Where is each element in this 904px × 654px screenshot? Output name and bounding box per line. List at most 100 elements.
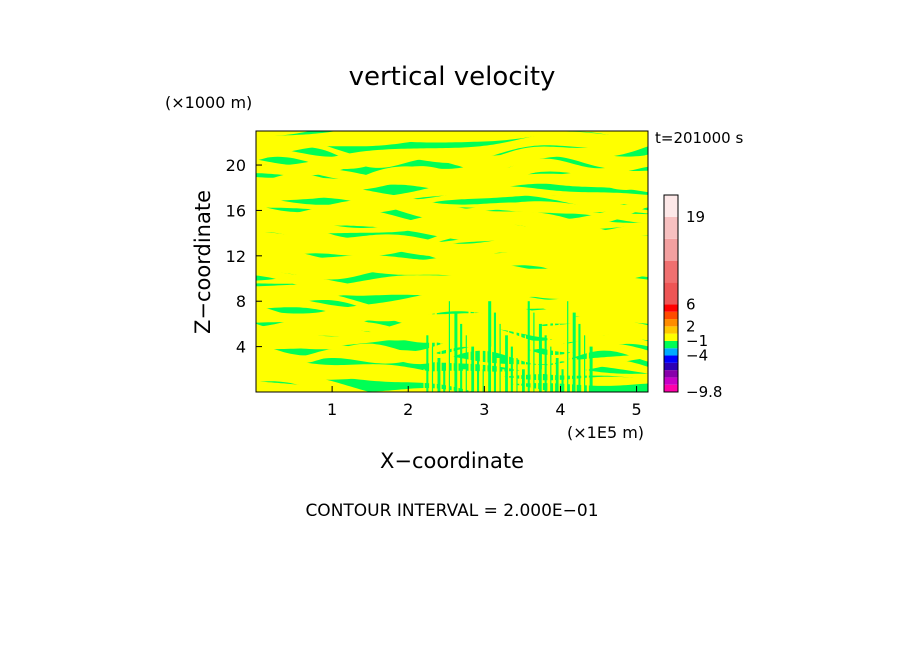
colorbar-band <box>664 216 678 239</box>
field-band <box>256 264 648 339</box>
colorbar-band <box>664 377 678 385</box>
field-streak <box>448 301 450 392</box>
field-streak <box>454 312 458 392</box>
field-streak <box>541 369 543 392</box>
field-streak <box>443 369 446 392</box>
field-streak <box>465 335 467 392</box>
field-streak <box>561 369 564 392</box>
field-streak <box>522 369 525 392</box>
field-streak <box>462 369 466 392</box>
colorbar-band <box>664 238 678 261</box>
field-streak <box>505 335 509 392</box>
field-band <box>256 258 648 309</box>
field-band <box>256 216 648 229</box>
field-band <box>256 131 648 176</box>
field-streak <box>502 369 505 392</box>
field-streak <box>460 323 463 392</box>
field-streak <box>530 346 534 392</box>
colorbar-band <box>664 311 678 320</box>
x-tick-label: 1 <box>327 400 337 419</box>
colorbar-band <box>664 362 678 371</box>
y-unit-label: (×1000 m) <box>165 93 252 112</box>
field-streak <box>564 335 568 392</box>
field-band <box>256 131 499 161</box>
field-band <box>256 289 648 350</box>
field-streak <box>547 301 551 392</box>
field-streak <box>457 358 459 392</box>
field-streak <box>581 369 585 392</box>
colorbar-band <box>664 333 678 341</box>
x-axis-ticks: 1 2 3 4 5 <box>327 386 642 419</box>
field-band <box>256 231 648 260</box>
field-band <box>256 317 648 353</box>
y-axis-label: Z−coordinate <box>191 190 215 334</box>
field-streak <box>477 358 480 392</box>
field-streak <box>572 312 576 392</box>
field-band <box>256 187 648 224</box>
colorbar-band <box>664 348 678 356</box>
field-streak <box>575 358 577 392</box>
field-streak <box>584 335 586 392</box>
field-streak <box>440 323 442 392</box>
field-band <box>256 249 648 280</box>
plot-area <box>256 131 648 392</box>
y-tick-label: 4 <box>236 338 246 357</box>
field-streak <box>519 323 522 392</box>
field-streak <box>488 301 492 392</box>
field-streak <box>589 346 593 392</box>
field-streak <box>479 323 483 392</box>
colorbar-band <box>664 384 678 392</box>
y-tick-label: 16 <box>226 201 246 220</box>
field-streak <box>533 312 535 392</box>
field-band <box>256 170 648 227</box>
field-band <box>256 200 648 269</box>
colorbar-label: −9.8 <box>686 383 722 401</box>
field-streak <box>538 323 542 392</box>
colorbar-label: −4 <box>686 347 708 365</box>
field-band <box>256 199 648 234</box>
field-streak <box>544 335 547 392</box>
field-streak <box>496 358 500 392</box>
colorbar-band <box>664 282 678 305</box>
colorbar-label: 19 <box>686 208 705 226</box>
field-streak <box>423 369 425 392</box>
colorbar-band <box>664 260 678 283</box>
field-streak <box>507 301 510 392</box>
field-streak <box>550 346 552 392</box>
x-axis-label: X−coordinate <box>380 449 524 473</box>
colorbar-band <box>664 326 678 334</box>
field-streak <box>471 346 475 392</box>
colorbar: −9.8 −4−12 6 19 <box>663 194 722 401</box>
chart-title: vertical velocity <box>349 62 556 92</box>
velocity-field <box>256 131 648 392</box>
y-axis-ticks: 4 8 12 16 20 <box>226 156 262 357</box>
field-streak <box>485 335 488 392</box>
x-tick-label: 4 <box>555 400 565 419</box>
field-streak <box>431 346 434 392</box>
y-tick-label: 8 <box>236 292 246 311</box>
field-streak <box>578 323 581 392</box>
field-streak <box>516 358 518 392</box>
colorbar-band <box>664 304 678 312</box>
field-band <box>256 131 311 137</box>
plot-frame <box>255 130 649 393</box>
field-streak <box>437 358 441 392</box>
colorbar-band <box>664 355 678 363</box>
field-streak <box>513 312 517 392</box>
x-unit-label: (×1E5 m) <box>567 423 644 442</box>
field-streak <box>434 312 437 392</box>
x-tick-label: 3 <box>479 400 489 419</box>
colorbar-frame <box>663 194 679 393</box>
field-streak <box>524 335 526 392</box>
colorbar-band <box>664 319 678 327</box>
y-tick-label: 12 <box>226 247 246 266</box>
field-band <box>256 381 461 392</box>
field-streak <box>451 346 454 392</box>
field-band <box>256 223 648 260</box>
field-streak <box>510 346 513 392</box>
colorbar-band <box>664 195 678 217</box>
field-streak <box>527 301 530 392</box>
field-streak <box>499 323 501 392</box>
time-label: t=201000 s <box>655 129 743 147</box>
